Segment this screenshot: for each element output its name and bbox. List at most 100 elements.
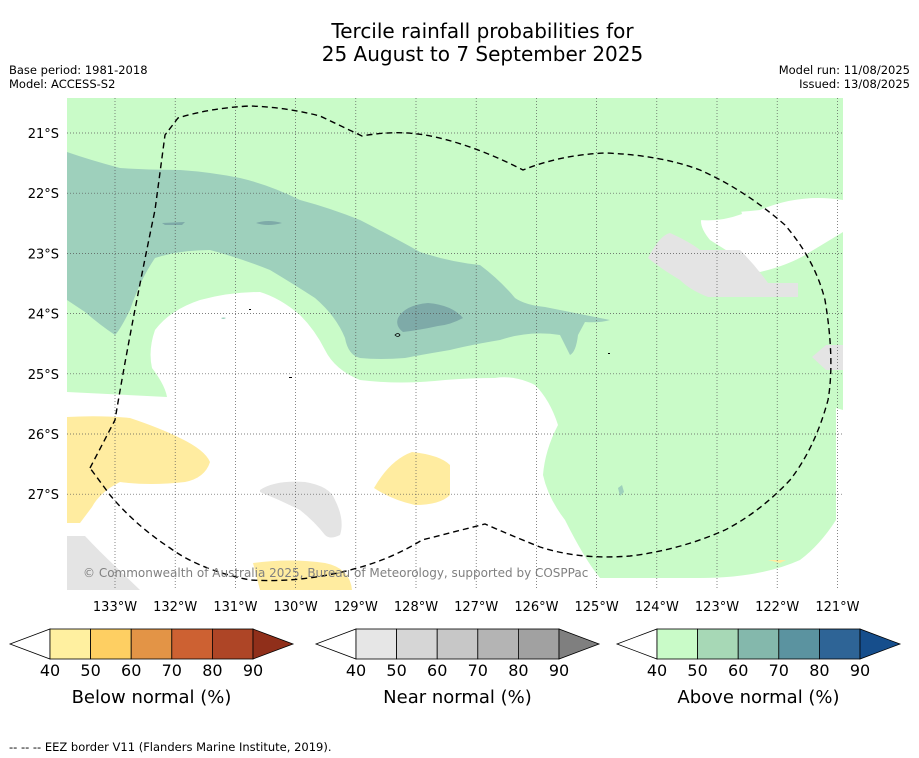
speckle	[221, 317, 226, 319]
colorbar-high-arrow	[859, 628, 902, 660]
colorbar-tick-label: 50	[80, 661, 100, 680]
longitude-labels: 133°W 132°W 131°W 130°W 129°W 128°W 127°W 126°W…	[93, 600, 860, 615]
colorbar-tick-label: 40	[40, 661, 60, 680]
lon-tick-label: 121°W	[815, 600, 859, 615]
latitude-labels: 21°S 22°S 23°S 24°S 25°S 26°S 27°S	[28, 127, 59, 503]
colorbar-title: Near normal (%)	[383, 687, 532, 708]
lon-tick-label: 133°W	[93, 600, 137, 615]
colorbar-segment	[355, 628, 397, 660]
colorbar-2: 40 50 60 70 80 90 Near normal (%)	[314, 628, 601, 708]
colorbar-tick-label: 80	[809, 661, 829, 680]
eez-border-line	[89, 105, 832, 582]
lon-tick-label: 130°W	[274, 600, 318, 615]
colorbar-segment	[778, 628, 820, 660]
colorbar-tick-label: 70	[468, 661, 488, 680]
below-normal-40-region	[67, 416, 210, 523]
lon-tick-label: 122°W	[755, 600, 799, 615]
lat-tick-label: 25°S	[28, 368, 59, 383]
colorbar-tick-label: 90	[549, 661, 569, 680]
colorbar-legends: 40 50 60 70 80 90 Below normal (%) 40 50 60 70 80 90…	[8, 628, 902, 708]
colorbar-segment	[211, 628, 254, 660]
lon-tick-label: 127°W	[454, 600, 498, 615]
near-normal-40-region	[648, 233, 798, 297]
lat-tick-label: 27°S	[28, 488, 59, 503]
map-plot-area: © Commonwealth of Australia 2025, Bureau…	[67, 98, 843, 590]
title-line-2: 25 August to 7 September 2025	[321, 42, 644, 66]
colorbar-segment	[171, 628, 213, 660]
lon-tick-label: 123°W	[695, 600, 739, 615]
colorbar-segment	[130, 628, 173, 660]
near-normal-40-region	[67, 536, 140, 590]
map-title: Tercile rainfall probabilities for 25 Au…	[0, 20, 919, 66]
colorbar-low-arrow	[314, 628, 357, 660]
colorbar-segment	[518, 628, 560, 660]
colorbar-tick-label: 70	[769, 661, 789, 680]
lon-tick-label: 129°W	[334, 600, 378, 615]
colorbar-tick-label: 60	[427, 661, 447, 680]
lat-tick-label: 26°S	[28, 428, 59, 443]
colorbar-segment	[819, 628, 861, 660]
lon-tick-label: 125°W	[575, 600, 619, 615]
colorbar-segment	[49, 628, 91, 660]
model-text: Model: ACCESS-S2	[9, 77, 116, 91]
lat-tick-label: 21°S	[28, 127, 59, 142]
speckle	[249, 309, 251, 310]
colorbar-tick-label: 90	[850, 661, 870, 680]
lon-tick-label: 124°W	[635, 600, 679, 615]
colorbar-tick-label: 50	[386, 661, 406, 680]
colorbar-segment	[477, 628, 519, 660]
colorbar-low-arrow	[615, 628, 658, 660]
issued-text: Issued: 13/08/2025	[799, 77, 910, 91]
lon-tick-label: 128°W	[394, 600, 438, 615]
colorbar-tick-label: 50	[687, 661, 707, 680]
colorbar-tick-label: 80	[508, 661, 528, 680]
near-normal-40-region	[260, 481, 342, 538]
colorbar-title: Below normal (%)	[72, 687, 232, 708]
title-line-1: Tercile rainfall probabilities for	[331, 19, 634, 43]
lon-tick-label: 126°W	[514, 600, 558, 615]
colorbar-segment	[737, 628, 780, 660]
colorbar-segment	[656, 628, 698, 660]
speckle	[608, 353, 610, 354]
lon-tick-label: 131°W	[213, 600, 257, 615]
above-normal-50-region	[67, 152, 610, 359]
colorbar-tick-label: 40	[346, 661, 366, 680]
colorbar-tick-label: 80	[202, 661, 222, 680]
near-normal-40-region	[812, 345, 843, 370]
below-normal-40-region	[374, 452, 450, 505]
colorbar-tick-label: 90	[243, 661, 263, 680]
below-normal-40-region	[253, 560, 352, 590]
base-model-info: Base period: 1981-2018 Model: ACCESS-S2	[9, 63, 148, 91]
model-run-text: Model run: 11/08/2025	[778, 63, 910, 77]
colorbar-low-arrow	[8, 628, 51, 660]
above-normal-60-patch	[256, 221, 282, 225]
colorbar-high-arrow	[252, 628, 295, 660]
gridlines	[67, 98, 843, 590]
run-issue-info: Model run: 11/08/2025 Issued: 13/08/2025	[779, 63, 910, 91]
above-normal-60-patch	[162, 222, 185, 225]
lat-tick-label: 24°S	[28, 308, 59, 323]
colorbar-tick-label: 60	[121, 661, 141, 680]
base-period-text: Base period: 1981-2018	[9, 63, 148, 77]
lat-tick-label: 22°S	[28, 187, 59, 202]
colorbar-segment	[90, 628, 132, 660]
colorbar-segment	[436, 628, 479, 660]
above-normal-small-patch	[618, 485, 624, 496]
colorbar-title: Above normal (%)	[677, 687, 839, 708]
colorbar-segment	[396, 628, 438, 660]
colorbar-tick-label: 70	[162, 661, 182, 680]
speckle	[394, 333, 401, 337]
colorbar-3: 40 50 60 70 80 90 Above normal (%)	[615, 628, 902, 708]
lat-tick-label: 23°S	[28, 247, 59, 262]
eez-footnote: -- -- -- EEZ border V11 (Flanders Marine…	[9, 740, 332, 754]
speckle	[289, 377, 292, 378]
colorbar-tick-label: 60	[728, 661, 748, 680]
colorbar-high-arrow	[558, 628, 601, 660]
colorbar-segment	[697, 628, 739, 660]
copyright-text: © Commonwealth of Australia 2025, Bureau…	[83, 566, 588, 580]
colorbar-tick-label: 40	[647, 661, 667, 680]
colorbar-1: 40 50 60 70 80 90 Below normal (%)	[8, 628, 295, 708]
below-normal-40-region	[768, 560, 786, 563]
above-normal-60-patch	[397, 303, 463, 332]
